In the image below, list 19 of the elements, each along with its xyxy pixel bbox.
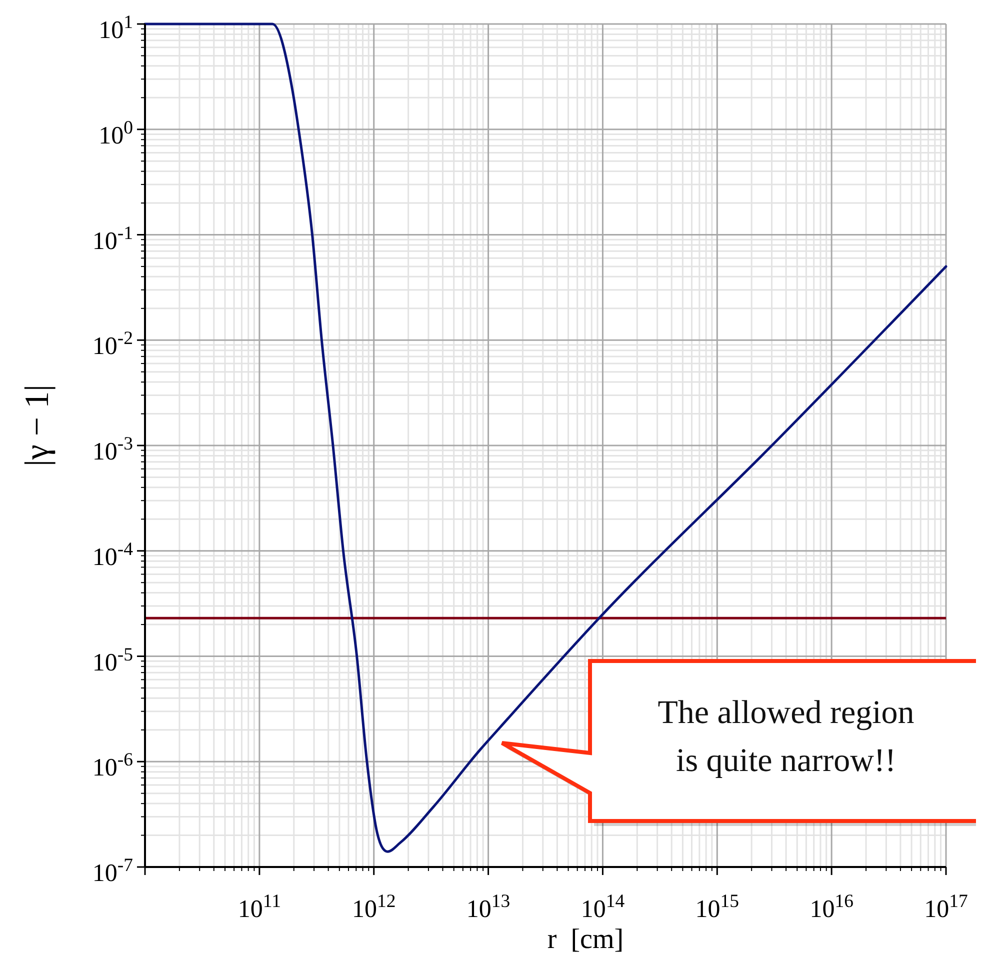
y-tick-label: 10$^{-2}$ [92,328,133,360]
y-tick-label: 10$^{-4}$ [92,538,134,571]
x-tick-label: 10$^{11}$ [238,890,281,923]
x-axis-title: r [cm] [547,924,624,955]
y-tick-label: 10$^{-3}$ [92,433,133,466]
annotation: The allowed region is quite narrow!! [658,695,914,779]
x-tick-label: 10$^{17}$ [924,890,968,923]
y-tick-label: 10$^{0}$ [98,116,133,150]
y-tick-label: 10$^{-5}$ [92,644,133,676]
y-tick-label: 10$^{1}$ [98,12,133,44]
y-tick-label: 10$^{-1}$ [92,222,133,255]
x-tick-label: 10$^{16}$ [810,890,854,923]
x-tick-label: 10$^{13}$ [466,890,510,923]
x-tick-label: 10$^{12}$ [352,890,396,923]
y-axis-title: |γ − 1| [19,384,56,466]
x-tick-label: 10$^{15}$ [695,890,740,923]
y-tick-label: 10$^{-7}$ [92,854,133,887]
x-tick-label: 10$^{14}$ [580,890,626,923]
y-tick-label: 10$^{-6}$ [92,749,133,782]
